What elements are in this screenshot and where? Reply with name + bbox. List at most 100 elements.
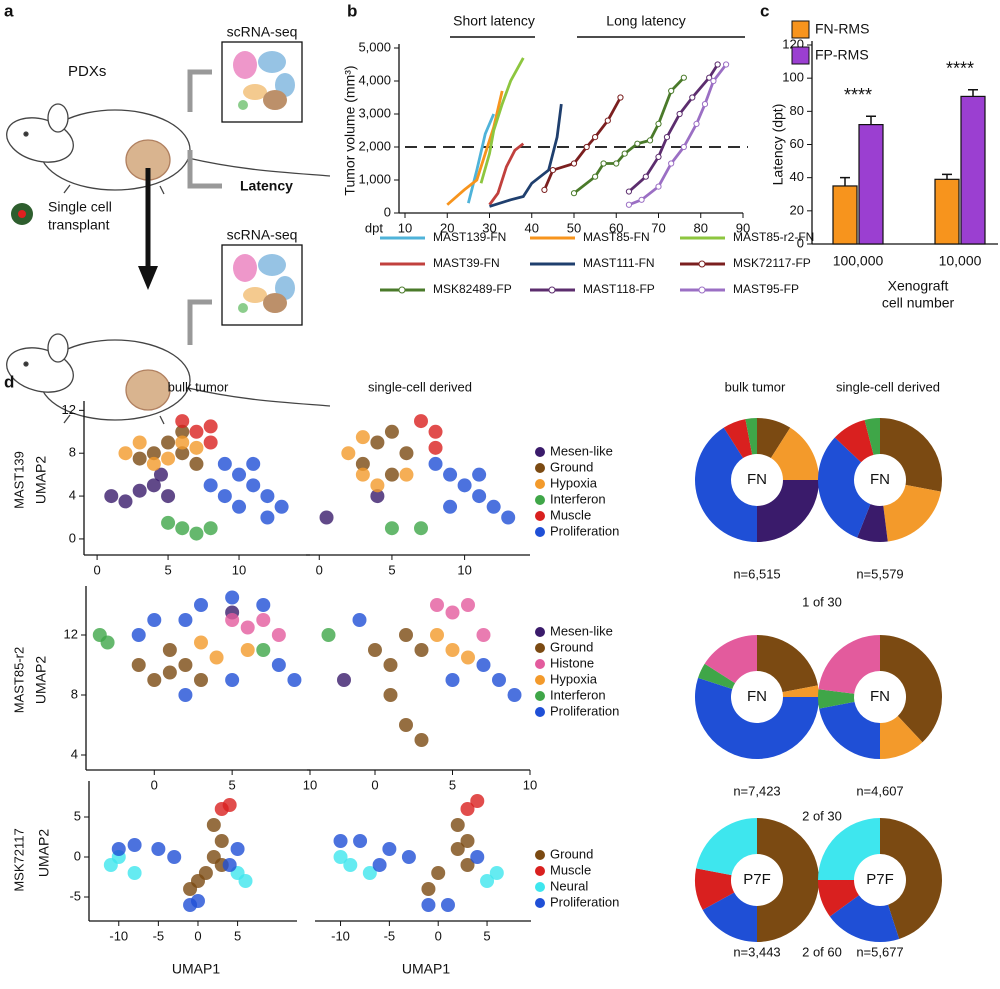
point	[225, 613, 240, 627]
point	[460, 834, 475, 848]
point	[592, 173, 599, 180]
point	[217, 489, 232, 504]
point	[668, 160, 675, 167]
ratio-label: 2 of 30	[802, 808, 842, 823]
pie-slice	[880, 635, 942, 743]
point	[225, 590, 240, 605]
point	[655, 183, 662, 190]
y-tick-label: 100	[782, 70, 804, 85]
legend-swatch	[791, 46, 810, 65]
point	[161, 515, 176, 530]
point	[238, 874, 253, 888]
pie-slice	[817, 689, 855, 709]
point	[232, 499, 247, 514]
point	[203, 478, 218, 493]
pie-slice	[694, 677, 819, 759]
legend-marker	[535, 527, 545, 537]
point	[710, 77, 717, 85]
point	[131, 658, 146, 672]
point	[256, 598, 271, 612]
point	[693, 120, 700, 128]
point	[541, 186, 548, 193]
point	[175, 424, 190, 439]
pie-center-label: P7F	[743, 871, 771, 888]
point	[430, 598, 444, 612]
legend-label: Proliferation	[550, 703, 619, 718]
x-tick-label: -10	[109, 928, 128, 943]
point	[132, 451, 147, 466]
point	[240, 620, 255, 635]
legend-marker	[535, 691, 545, 701]
point	[680, 143, 687, 151]
point	[127, 866, 142, 880]
legend-label: Ground	[550, 459, 593, 474]
legend-swatch	[791, 20, 810, 39]
point	[194, 635, 208, 650]
point	[445, 605, 460, 620]
legend-marker	[535, 627, 545, 637]
annotation: Short latency	[453, 13, 535, 29]
legend-marker	[698, 260, 706, 268]
y-tick-label: 60	[790, 136, 804, 151]
point	[445, 643, 460, 657]
x-tick-label: 5	[483, 928, 490, 943]
point	[430, 628, 444, 642]
legend-label: Hypoxia	[550, 475, 598, 490]
point	[701, 101, 709, 108]
x-tick-label: 0	[371, 777, 378, 792]
point	[668, 87, 675, 95]
legend-label: MSK72117-FP	[733, 256, 811, 270]
point	[353, 834, 368, 848]
pie-slice	[704, 635, 757, 684]
legend-label: MAST39-FN	[433, 256, 500, 270]
point	[414, 521, 428, 536]
point	[175, 435, 190, 450]
ratio-label: 1 of 30	[802, 594, 842, 609]
annotation: ****	[844, 85, 872, 105]
y-axis-label: UMAP2	[33, 456, 49, 504]
legend-marker	[535, 707, 545, 717]
point	[206, 818, 221, 832]
y-tick-label: 2,000	[358, 138, 391, 153]
panel-label: d	[4, 372, 14, 391]
y-axis-label: UMAP2	[36, 829, 52, 877]
error-bar	[942, 173, 952, 180]
point	[167, 850, 182, 864]
y-tick-label: 0	[69, 530, 76, 545]
x-tick-label: 100,000	[833, 253, 884, 269]
point	[399, 718, 413, 732]
pie-n-label: n=5,677	[856, 944, 903, 959]
error-bar	[866, 115, 876, 125]
point	[642, 173, 649, 180]
panel-label: b	[347, 1, 357, 20]
legend-marker	[535, 866, 545, 876]
column-heading: single-cell derived	[836, 379, 940, 394]
point	[319, 510, 334, 525]
point	[507, 688, 522, 702]
point	[271, 658, 286, 672]
point	[472, 489, 487, 504]
pie-center-label: FN	[747, 471, 767, 488]
pie-slice	[857, 504, 888, 542]
point	[428, 456, 443, 471]
x-tick-label: 5	[388, 562, 395, 577]
point	[689, 94, 696, 101]
legend-label: Muscle	[550, 862, 591, 877]
pie-n-label: n=6,515	[733, 566, 780, 581]
point	[183, 882, 198, 896]
pie-slice	[880, 715, 923, 759]
x-tick-label: -5	[384, 928, 396, 943]
panel-label: a	[4, 1, 14, 20]
point	[414, 414, 428, 429]
legend-label: FN-RMS	[815, 21, 869, 37]
point	[214, 834, 229, 848]
arrow-head	[138, 266, 158, 290]
point	[368, 643, 382, 657]
annotation: Long latency	[606, 13, 685, 29]
point	[421, 898, 436, 912]
pie-slice	[695, 427, 757, 542]
column-heading: single-cell derived	[368, 379, 472, 394]
y-axis-label: Tumor volume (mm³)	[342, 65, 358, 195]
pie-slice	[864, 418, 880, 455]
point	[153, 467, 168, 482]
